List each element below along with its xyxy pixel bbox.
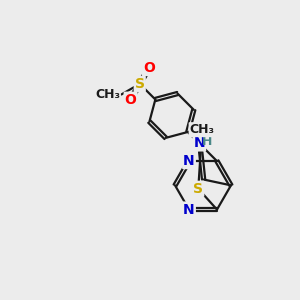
Text: CH₃: CH₃ xyxy=(190,123,214,136)
Text: S: S xyxy=(135,77,145,91)
Text: CH₃: CH₃ xyxy=(95,88,120,101)
Text: N: N xyxy=(183,202,195,217)
Text: N: N xyxy=(183,154,195,168)
Text: O: O xyxy=(125,93,136,107)
Text: H: H xyxy=(202,135,213,148)
Text: O: O xyxy=(143,61,155,75)
Text: N: N xyxy=(194,136,205,150)
Text: S: S xyxy=(193,182,203,196)
